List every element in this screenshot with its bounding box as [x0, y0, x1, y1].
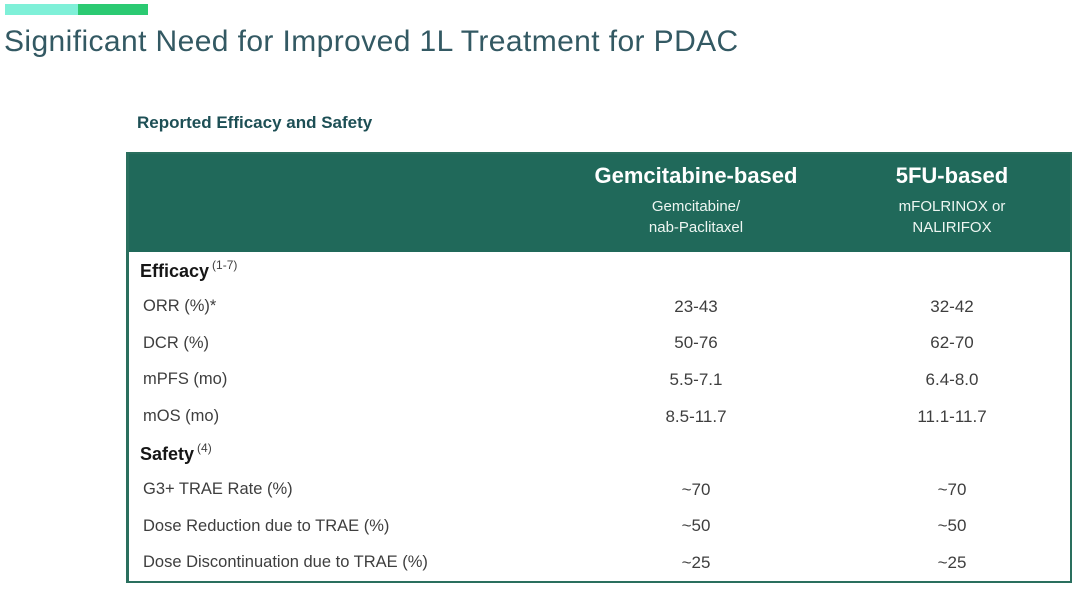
table-row-mpfs: mPFS (mo) 5.5-7.1 6.4-8.0: [129, 362, 1070, 399]
row-value-gemcitabine: 8.5-11.7: [665, 406, 727, 426]
column-subtitle-line2: nab-Paclitaxel: [648, 219, 744, 236]
column-subtitle-line1: mFOLRINOX or: [898, 198, 1006, 215]
section-label: Safety (4): [129, 440, 558, 465]
row-value-5fu: 62-70: [930, 333, 974, 353]
row-value-5fu: 32-42: [930, 296, 974, 316]
row-label: ORR (%)*: [143, 297, 217, 316]
accent-bar-aqua: [5, 4, 78, 15]
section-row-efficacy: Efficacy (1-7): [129, 252, 1070, 289]
column-title-gemcitabine: Gemcitabine-based: [594, 163, 798, 188]
row-label: Dose Discontinuation due to TRAE (%): [143, 553, 428, 572]
section-row-safety: Safety (4): [129, 435, 1070, 472]
table-caption: Reported Efficacy and Safety: [137, 113, 373, 132]
row-value-5fu: 6.4-8.0: [925, 369, 979, 389]
row-value-5fu: 11.1-11.7: [917, 406, 987, 426]
efficacy-safety-table: Gemcitabine-based Gemcitabine/ nab-Pacli…: [126, 152, 1072, 583]
table-row-mos: mOS (mo) 8.5-11.7 11.1-11.7: [129, 398, 1070, 435]
row-label: DCR (%): [143, 333, 209, 352]
table-body: Efficacy (1-7) ORR (%)* 23-43 32-42 DCR (…: [129, 252, 1070, 581]
accent-bars: [5, 4, 148, 15]
column-header-5fu: 5FU-based mFOLRINOX or NALIRIFOX: [834, 154, 1070, 252]
row-label: Dose Reduction due to TRAE (%): [143, 516, 390, 535]
column-subtitle-5fu: mFOLRINOX or NALIRIFOX: [899, 196, 1006, 238]
row-value-5fu: ~50: [937, 516, 967, 536]
table-row-g3-trae: G3+ TRAE Rate (%) ~70 ~70: [129, 471, 1070, 508]
table-header-row: Gemcitabine-based Gemcitabine/ nab-Pacli…: [129, 154, 1070, 252]
row-label: mOS (mo): [143, 407, 220, 426]
column-header-gemcitabine: Gemcitabine-based Gemcitabine/ nab-Pacli…: [558, 154, 834, 252]
row-label: mPFS (mo): [143, 370, 228, 389]
column-title-5fu: 5FU-based: [895, 163, 1009, 188]
table-row-orr: ORR (%)* 23-43 32-42: [129, 289, 1070, 326]
row-value-gemcitabine: 50-76: [674, 333, 718, 353]
row-value-gemcitabine: ~50: [681, 516, 711, 536]
page-title: Significant Need for Improved 1L Treatme…: [4, 25, 739, 58]
column-subtitle-line1: Gemcitabine/: [651, 198, 741, 215]
accent-bar-green: [78, 4, 148, 15]
row-value-gemcitabine: 23-43: [674, 296, 718, 316]
table-row-dose-reduction: Dose Reduction due to TRAE (%) ~50 ~50: [129, 508, 1070, 545]
row-value-gemcitabine: ~70: [681, 479, 711, 499]
section-title: Efficacy: [140, 260, 210, 281]
section-superscript: (1-7): [212, 257, 238, 272]
row-value-5fu: ~25: [937, 552, 967, 572]
row-value-gemcitabine: 5.5-7.1: [669, 369, 723, 389]
table-row-dcr: DCR (%) 50-76 62-70: [129, 325, 1070, 362]
column-subtitle-line2: NALIRIFOX: [912, 219, 992, 236]
row-value-gemcitabine: ~25: [681, 552, 711, 572]
section-title: Safety: [140, 443, 195, 464]
section-superscript: (4): [197, 440, 212, 455]
table-header-spacer: [129, 154, 558, 252]
row-label: G3+ TRAE Rate (%): [143, 480, 293, 499]
row-value-5fu: ~70: [937, 479, 967, 499]
table-row-dose-discontinuation: Dose Discontinuation due to TRAE (%) ~25…: [129, 545, 1070, 582]
section-label: Efficacy (1-7): [129, 257, 558, 282]
column-subtitle-gemcitabine: Gemcitabine/ nab-Paclitaxel: [649, 196, 743, 238]
